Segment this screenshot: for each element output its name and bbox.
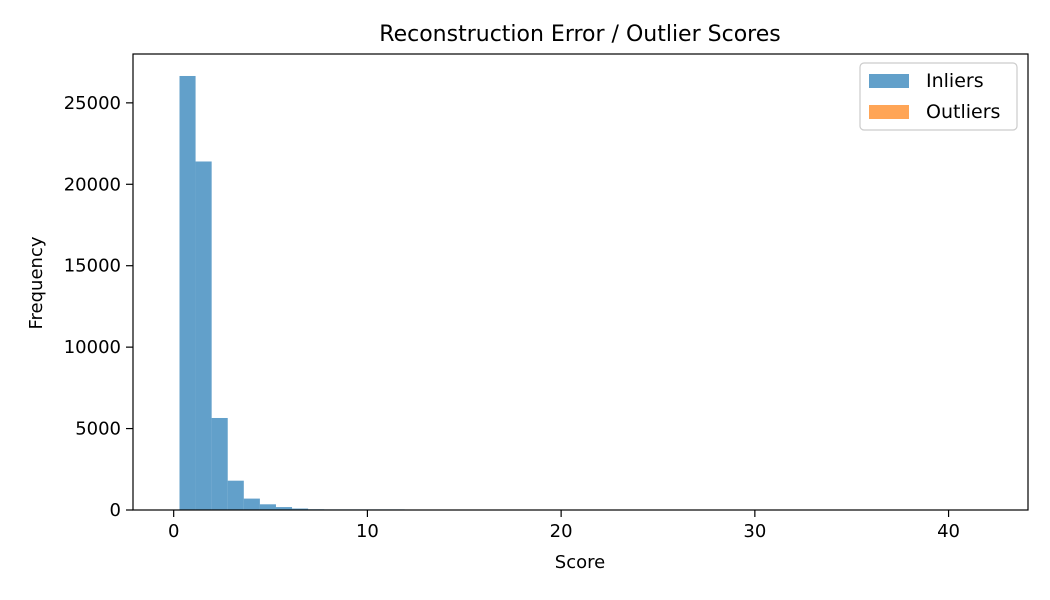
bar-inliers-2 [211, 417, 228, 510]
legend-label-inliers: Inliers [926, 70, 984, 92]
y-tick-label: 25000 [64, 93, 121, 114]
bar-inliers-5 [259, 504, 276, 510]
plot-area-frame [132, 53, 1029, 511]
x-axis-ticks: 0 10 20 30 40 [168, 510, 960, 542]
y-tick-label: 20000 [64, 174, 121, 195]
y-tick-label: 0 [110, 500, 121, 521]
bar-inliers-3 [227, 480, 244, 510]
x-tick-label: 0 [168, 521, 179, 542]
y-axis-label: Frequency [26, 236, 47, 329]
bar-inliers-4 [243, 498, 260, 510]
x-tick-label: 40 [937, 521, 960, 542]
legend-swatch-outliers [869, 105, 909, 119]
x-tick-label: 20 [550, 521, 573, 542]
bar-inliers-7 [292, 508, 309, 510]
x-axis-label: Score [555, 552, 605, 573]
legend-label-outliers: Outliers [926, 101, 1000, 123]
y-tick-label: 15000 [64, 256, 121, 277]
legend: Inliers Outliers [859, 62, 1018, 131]
y-axis-ticks: 0 5000 10000 15000 20000 25000 [64, 93, 133, 521]
legend-swatch-inliers [869, 74, 909, 88]
x-tick-label: 10 [356, 521, 379, 542]
chart-title: Reconstruction Error / Outlier Scores [379, 22, 780, 47]
bar-inliers-1 [195, 161, 212, 510]
y-tick-label: 10000 [64, 337, 121, 358]
bar-inliers-0 [179, 75, 196, 510]
bar-inliers-6 [275, 507, 293, 510]
x-tick-label: 30 [743, 521, 766, 542]
y-tick-label: 5000 [75, 419, 121, 440]
